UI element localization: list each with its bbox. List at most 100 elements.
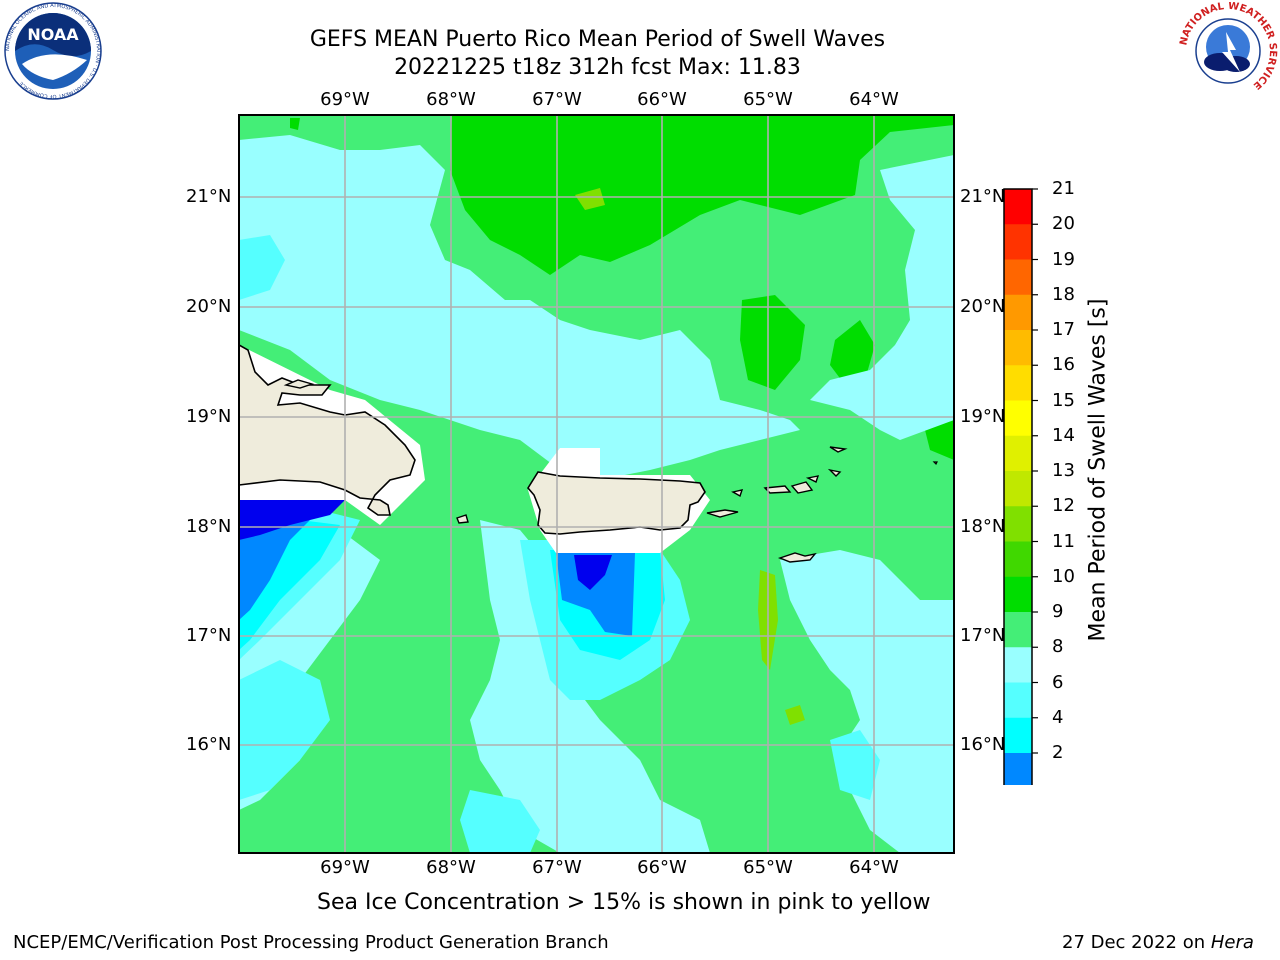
- lat-label-right-18: 18°N: [960, 516, 1006, 537]
- colorbar-tick-label: 12: [1052, 495, 1075, 517]
- lat-label-left-16: 16°N: [186, 734, 232, 755]
- lat-label-right-19: 19°N: [960, 406, 1006, 427]
- lat-label-left-18: 18°N: [186, 516, 232, 537]
- colorbar-frame: [1003, 188, 1033, 785]
- colorbar: [1003, 188, 1038, 785]
- field-9s-central: [470, 520, 710, 853]
- colorbar-segment: [1004, 259, 1032, 296]
- lat-label-right-21: 21°N: [960, 186, 1006, 207]
- colorbar-tick-label: 10: [1052, 565, 1075, 587]
- lon-label-top-66: 66°W: [637, 89, 687, 110]
- nws-logo: NATIONAL WEATHER SERVICE: [1178, 2, 1278, 99]
- colorbar-segment: [1004, 471, 1032, 507]
- footer-date: 27 Dec 2022 on Hera: [1062, 932, 1254, 953]
- lat-label-right-17: 17°N: [960, 625, 1006, 646]
- land-tortuga: [283, 379, 315, 389]
- field-9s-northeast: [810, 155, 954, 440]
- colorbar-tick-label: 6: [1052, 671, 1064, 693]
- lon-label-bottom-69: 69°W: [320, 857, 370, 878]
- colorbar-segment: [1004, 682, 1032, 719]
- colorbar-segment: [1004, 294, 1032, 331]
- field-2s-central: [574, 555, 612, 590]
- colorbar-tick-label: 19: [1052, 248, 1075, 270]
- colorbar-segment: [1004, 612, 1032, 648]
- colorbar-segment: [1004, 330, 1032, 366]
- colorbar-segment: [1004, 541, 1032, 578]
- lat-label-left-17: 17°N: [186, 625, 232, 646]
- colorbar-tick-label: 20: [1052, 213, 1075, 235]
- colorbar-segment: [1004, 576, 1032, 613]
- land-mona: [932, 461, 938, 466]
- colorbar-segment: [1004, 224, 1032, 260]
- colorbar-tick-label: 13: [1052, 460, 1075, 481]
- map-frame: [238, 114, 955, 854]
- lon-label-top-68: 68°W: [426, 89, 476, 110]
- colorbar-tick-label: 8: [1052, 636, 1064, 658]
- field-8s-southwest: [239, 660, 330, 800]
- colorbar-title: Mean Period of Swell Waves [s]: [1085, 298, 1111, 642]
- colorbar-tick-label: 21: [1052, 178, 1075, 199]
- field-8s-east: [830, 730, 880, 800]
- colorbar-tick-label: 18: [1052, 283, 1075, 305]
- field-11s-patch2: [785, 705, 805, 725]
- colorbar-segment: [1004, 506, 1032, 542]
- colorbar-tick-label: 11: [1052, 530, 1075, 552]
- lon-label-bottom-68: 68°W: [426, 857, 476, 878]
- colorbar-segment: [1004, 753, 1032, 785]
- chart-title: GEFS MEAN Puerto Rico Mean Period of Swe…: [309, 27, 886, 52]
- chart-subtitle: 20221225 t18z 312h fcst Max: 11.83: [394, 55, 801, 80]
- colorbar-tick-label: 14: [1052, 424, 1075, 446]
- noaa-logo: NOAA NATIONAL OCEANIC AND ATMOSPHERIC AD…: [4, 2, 102, 100]
- field-10s-east: [740, 295, 805, 390]
- lat-label-right-20: 20°N: [960, 296, 1006, 317]
- colorbar-tick-label: 2: [1052, 742, 1064, 763]
- land-vieques: [706, 509, 739, 518]
- field-2s-west: [239, 500, 345, 540]
- field-10s-east2: [830, 320, 875, 385]
- lat-label-left-19: 19°N: [186, 406, 232, 427]
- noaa-logo-text: NOAA: [27, 25, 79, 44]
- colorbar-segment: [1004, 717, 1032, 754]
- land-culebra: [731, 489, 744, 498]
- lat-label-right-16: 16°N: [960, 734, 1006, 755]
- colorbar-segment: [1004, 400, 1032, 437]
- lon-label-top-69: 69°W: [320, 89, 370, 110]
- colorbar-tick-label: 16: [1052, 354, 1075, 376]
- colorbar-segment: [1004, 435, 1032, 472]
- colorbar-segment: [1004, 647, 1032, 683]
- footer-branch: NCEP/EMC/Verification Post Processing Pr…: [13, 932, 609, 953]
- lon-label-bottom-66: 66°W: [637, 857, 687, 878]
- field-8s-south: [460, 790, 540, 853]
- field-8s-ne: [239, 235, 285, 300]
- field-4s-central: [556, 553, 635, 636]
- land-saona: [456, 514, 469, 524]
- field-10s-nw: [290, 118, 300, 130]
- field-9s-southeast: [780, 550, 954, 853]
- lon-label-top-65: 65°W: [743, 89, 793, 110]
- lon-label-top-64: 64°W: [849, 89, 899, 110]
- colorbar-tick-label: 17: [1052, 319, 1075, 340]
- sea-ice-note: Sea Ice Concentration > 15% is shown in …: [317, 890, 931, 915]
- colorbar-tick-label: 15: [1052, 389, 1075, 411]
- colorbar-tick-label: 4: [1052, 706, 1064, 728]
- colorbar-tick-label: 9: [1052, 601, 1064, 622]
- footer-date-text: 27 Dec 2022 on: [1062, 932, 1211, 953]
- colorbar-segment: [1004, 365, 1032, 401]
- lon-label-bottom-67: 67°W: [532, 857, 582, 878]
- field-11s-patch3: [575, 188, 605, 210]
- lon-label-bottom-64: 64°W: [849, 857, 899, 878]
- lon-label-bottom-65: 65°W: [743, 857, 793, 878]
- footer-host: Hera: [1210, 932, 1254, 953]
- field-10s-north: [450, 115, 954, 275]
- lat-label-left-21: 21°N: [186, 186, 232, 207]
- land-virgin-islands: [763, 446, 848, 494]
- lat-label-left-20: 20°N: [186, 296, 232, 317]
- land-st-croix: [777, 552, 817, 563]
- field-10s-east3: [925, 420, 954, 460]
- land-puerto-rico: [527, 471, 706, 535]
- field-4s-west: [239, 510, 320, 620]
- graticule: [239, 115, 954, 853]
- lon-label-top-67: 67°W: [532, 89, 582, 110]
- colorbar-segment: [1004, 189, 1032, 225]
